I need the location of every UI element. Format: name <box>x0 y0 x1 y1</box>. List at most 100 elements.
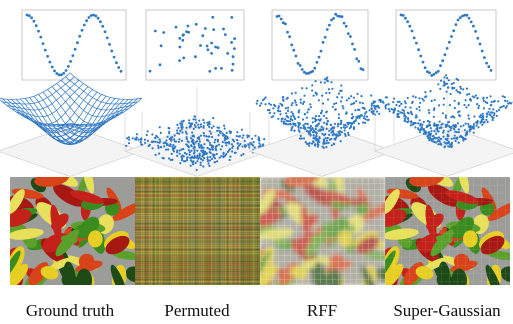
scatter-dot <box>310 106 312 108</box>
scatter-dot <box>330 128 332 130</box>
scatter-dot <box>206 122 208 124</box>
scatter-dot <box>203 153 205 155</box>
scatter-dot <box>138 139 140 141</box>
scatter-dot <box>423 133 425 135</box>
scatter-dot <box>321 133 323 135</box>
scatter-dot <box>438 130 440 132</box>
scatter-dot <box>403 112 405 114</box>
scatter-dot <box>344 129 346 131</box>
scatter-dot <box>342 107 344 109</box>
scatter-dot <box>222 132 224 134</box>
scatter-dot <box>414 126 416 128</box>
noise-stripe <box>135 213 260 214</box>
scatter-dot <box>340 122 342 124</box>
scatter-dot <box>203 143 205 145</box>
scatter-dot <box>404 17 407 20</box>
scatter-dot <box>196 150 198 152</box>
scatter-dot <box>135 139 137 141</box>
noise-stripe <box>135 243 260 244</box>
scatter-dot <box>410 111 412 113</box>
scatter-dot <box>178 133 180 135</box>
scatter-dot <box>340 100 342 102</box>
noise-stripe <box>135 199 260 200</box>
scatter-dot <box>332 131 334 133</box>
scatter-dot <box>466 133 468 135</box>
scatter-dot <box>470 21 473 24</box>
scatter-dot <box>404 106 406 108</box>
scatter-dot <box>503 105 505 107</box>
scatter-dot <box>351 113 353 115</box>
scatter-dot <box>367 119 369 121</box>
scatter-dot <box>359 102 361 104</box>
scatter-dot <box>268 109 270 111</box>
scatter-dot <box>214 141 216 143</box>
scatter-dot <box>395 104 397 106</box>
scatter-dot <box>188 146 190 148</box>
scatter-dot <box>181 148 183 150</box>
scatter-dot <box>318 115 320 117</box>
scatter-dot <box>326 128 328 130</box>
noise-stripe <box>135 219 260 220</box>
scatter-dot <box>189 126 191 128</box>
scatter-dot <box>350 103 352 105</box>
scatter-dot <box>300 99 302 101</box>
scatter-dot <box>507 103 509 105</box>
scatter-dot <box>169 138 171 140</box>
scatter-dot <box>438 104 440 106</box>
scatter-dot <box>51 66 54 69</box>
scatter-dot <box>160 146 162 148</box>
scatter-dot <box>430 133 432 135</box>
scatter-dot <box>136 133 138 135</box>
scatter-dot <box>318 122 320 124</box>
scatter-dot <box>373 105 375 107</box>
scatter-dot <box>326 140 328 142</box>
scatter-dot <box>433 107 435 109</box>
scatter-dot <box>199 153 201 155</box>
scatter-dot <box>115 61 118 64</box>
scatter-dot <box>458 131 460 133</box>
scatter-dot <box>211 148 213 150</box>
scatter-dot <box>315 92 317 94</box>
scatter-dot <box>306 123 308 125</box>
scatter-dot <box>458 114 460 116</box>
scatter-dot <box>182 57 185 60</box>
scatter-dot <box>323 140 325 142</box>
scatter-dot <box>293 130 295 132</box>
scatter-dot <box>209 123 211 125</box>
scatter-dot <box>473 96 475 98</box>
scatter-dot <box>498 109 500 111</box>
scatter-dot <box>291 119 293 121</box>
scatter-dot <box>212 145 214 147</box>
noise-stripe <box>135 223 260 224</box>
scatter-dot <box>190 165 192 167</box>
scatter-dot <box>193 128 195 130</box>
scatter-dot <box>202 149 204 151</box>
scatter-dot <box>207 158 209 160</box>
scatter-dot <box>167 148 169 150</box>
scatter-dot <box>346 99 348 101</box>
scatter-dot <box>210 52 213 55</box>
scatter-dot <box>212 28 215 31</box>
scatter-dot <box>282 99 284 101</box>
scatter-dot <box>447 130 449 132</box>
scatter-dot <box>42 42 45 45</box>
scatter-dot <box>175 26 178 29</box>
scatter-dot <box>306 130 308 132</box>
image-panel <box>0 161 146 301</box>
scatter-dot <box>429 124 431 126</box>
scatter-dot <box>224 127 226 129</box>
scatter-dot <box>410 120 412 122</box>
scatter-dot <box>214 46 217 49</box>
scatter-dot <box>477 107 479 109</box>
scatter-dot <box>298 122 300 124</box>
scatter-dot <box>458 128 460 130</box>
scatter-dot <box>451 146 453 148</box>
scatter-dot <box>128 142 130 144</box>
noise-stripe <box>135 235 260 236</box>
scatter-dot <box>453 137 455 139</box>
scatter-dot <box>254 147 256 149</box>
scatter-dot <box>364 122 366 124</box>
scatter-dot <box>464 129 466 131</box>
scatter-dot <box>335 137 337 139</box>
scatter-dot <box>179 149 181 151</box>
